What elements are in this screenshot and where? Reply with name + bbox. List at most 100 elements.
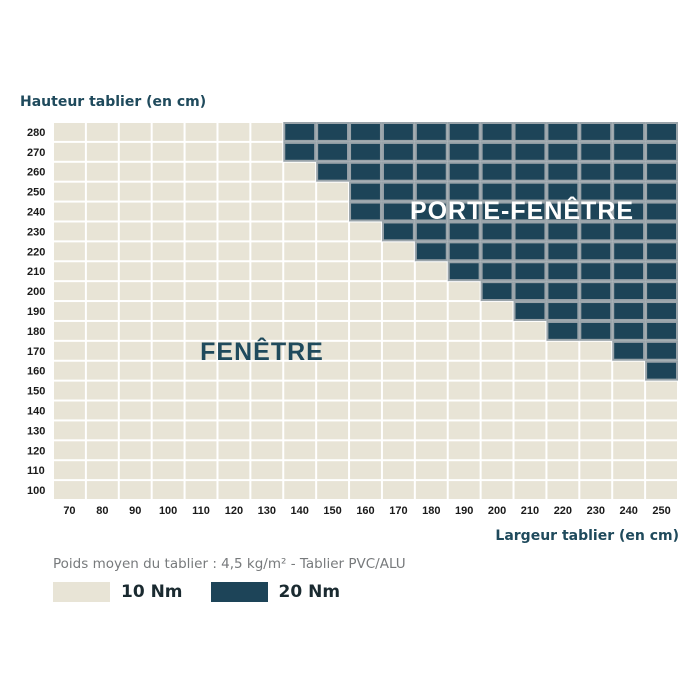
zone-label-fenetre: FENÊTRE bbox=[200, 336, 324, 366]
cell-140x260-10nm bbox=[284, 162, 316, 181]
cell-110x180-10nm bbox=[185, 321, 217, 340]
cell-fill-190x220 bbox=[449, 243, 479, 260]
x-tick-160: 160 bbox=[356, 505, 374, 517]
cell-140x230-10nm bbox=[284, 222, 316, 241]
cell-160x100-10nm bbox=[350, 481, 381, 499]
cell-fill-170x240 bbox=[383, 203, 413, 220]
legend: 10 Nm 20 Nm bbox=[53, 582, 368, 602]
x-tick-120: 120 bbox=[225, 505, 243, 517]
cell-170x190-10nm bbox=[382, 302, 414, 320]
cell-170x140-10nm bbox=[382, 401, 414, 420]
cell-fill-250x220 bbox=[647, 243, 676, 260]
cell-170x130-10nm bbox=[382, 421, 414, 440]
cell-fill-140x270 bbox=[285, 143, 315, 160]
cell-fill-160x280 bbox=[351, 124, 380, 140]
cell-fill-180x240 bbox=[416, 203, 446, 220]
cell-160x140-10nm bbox=[350, 401, 381, 420]
cell-140x150-10nm bbox=[284, 381, 316, 400]
cell-130x100-10nm bbox=[251, 481, 283, 499]
cell-fill-220x220 bbox=[548, 243, 578, 260]
cell-100x140-10nm bbox=[152, 401, 184, 420]
cell-130x280-10nm bbox=[251, 123, 283, 141]
cell-90x260-10nm bbox=[119, 162, 151, 181]
x-tick-210: 210 bbox=[521, 505, 539, 517]
cell-250x140-10nm bbox=[646, 401, 677, 420]
cell-fill-210x260 bbox=[515, 163, 545, 180]
cell-110x210-10nm bbox=[185, 262, 217, 281]
x-tick-70: 70 bbox=[63, 505, 75, 517]
cell-130x210-10nm bbox=[251, 262, 283, 281]
cell-170x170-10nm bbox=[382, 341, 414, 360]
cell-fill-240x210 bbox=[614, 263, 644, 280]
cell-130x110-10nm bbox=[251, 461, 283, 480]
cell-fill-250x270 bbox=[647, 143, 676, 160]
cell-140x220-10nm bbox=[284, 242, 316, 261]
cell-120x210-10nm bbox=[218, 262, 250, 281]
cell-fill-190x260 bbox=[449, 163, 479, 180]
cell-70x280-10nm bbox=[54, 123, 85, 141]
y-tick-180: 180 bbox=[27, 326, 45, 338]
cell-fill-180x280 bbox=[416, 124, 446, 140]
legend-label-20nm: 20 Nm bbox=[278, 582, 341, 602]
cell-fill-210x280 bbox=[515, 124, 545, 140]
cell-180x130-10nm bbox=[415, 421, 447, 440]
cell-80x160-10nm bbox=[86, 361, 118, 380]
x-tick-250: 250 bbox=[652, 505, 670, 517]
cell-fill-230x200 bbox=[581, 283, 611, 300]
cell-fill-230x220 bbox=[581, 243, 611, 260]
cell-170x220-10nm bbox=[382, 242, 414, 261]
cell-210x120-10nm bbox=[514, 441, 546, 460]
cell-fill-170x280 bbox=[383, 124, 413, 140]
cell-110x110-10nm bbox=[185, 461, 217, 480]
cell-110x100-10nm bbox=[185, 481, 217, 499]
cell-100x160-10nm bbox=[152, 361, 184, 380]
cell-130x220-10nm bbox=[251, 242, 283, 261]
cell-250x150-10nm bbox=[646, 381, 677, 400]
cell-140x240-10nm bbox=[284, 202, 316, 221]
y-tick-210: 210 bbox=[27, 266, 45, 278]
cell-190x130-10nm bbox=[448, 421, 480, 440]
cell-160x110-10nm bbox=[350, 461, 381, 480]
cell-fill-200x260 bbox=[482, 163, 512, 180]
cell-80x210-10nm bbox=[86, 262, 118, 281]
cell-200x110-10nm bbox=[481, 461, 513, 480]
cell-90x160-10nm bbox=[119, 361, 151, 380]
cell-fill-250x170 bbox=[647, 342, 676, 359]
cell-120x190-10nm bbox=[218, 302, 250, 320]
x-tick-150: 150 bbox=[323, 505, 341, 517]
cell-140x200-10nm bbox=[284, 282, 316, 301]
cell-210x130-10nm bbox=[514, 421, 546, 440]
cell-200x150-10nm bbox=[481, 381, 513, 400]
cell-80x190-10nm bbox=[86, 302, 118, 320]
cell-170x120-10nm bbox=[382, 441, 414, 460]
cell-80x220-10nm bbox=[86, 242, 118, 261]
cell-130x190-10nm bbox=[251, 302, 283, 320]
cell-200x180-10nm bbox=[481, 321, 513, 340]
cell-140x170-10nm bbox=[284, 341, 316, 360]
cell-130x200-10nm bbox=[251, 282, 283, 301]
cell-150x120-10nm bbox=[317, 441, 349, 460]
cell-230x110-10nm bbox=[580, 461, 612, 480]
cell-fill-150x260 bbox=[318, 163, 348, 180]
cell-180x200-10nm bbox=[415, 282, 447, 301]
cell-fill-240x220 bbox=[614, 243, 644, 260]
cell-210x140-10nm bbox=[514, 401, 546, 420]
cell-220x120-10nm bbox=[547, 441, 579, 460]
cell-200x140-10nm bbox=[481, 401, 513, 420]
cell-fill-180x260 bbox=[416, 163, 446, 180]
cell-70x170-10nm bbox=[54, 341, 85, 360]
cell-fill-250x280 bbox=[647, 124, 676, 140]
cell-110x250-10nm bbox=[185, 182, 217, 201]
cell-110x130-10nm bbox=[185, 421, 217, 440]
x-tick-130: 130 bbox=[258, 505, 276, 517]
cell-120x230-10nm bbox=[218, 222, 250, 241]
cell-fill-230x280 bbox=[581, 124, 611, 140]
legend-label-10nm: 10 Nm bbox=[121, 582, 183, 602]
legend-swatch-10nm bbox=[53, 582, 110, 602]
cell-90x280-10nm bbox=[119, 123, 151, 141]
cell-fill-240x250 bbox=[614, 183, 644, 200]
cell-150x140-10nm bbox=[317, 401, 349, 420]
cell-80x280-10nm bbox=[86, 123, 118, 141]
cell-fill-250x160 bbox=[647, 362, 676, 379]
cell-fill-250x250 bbox=[647, 183, 676, 200]
